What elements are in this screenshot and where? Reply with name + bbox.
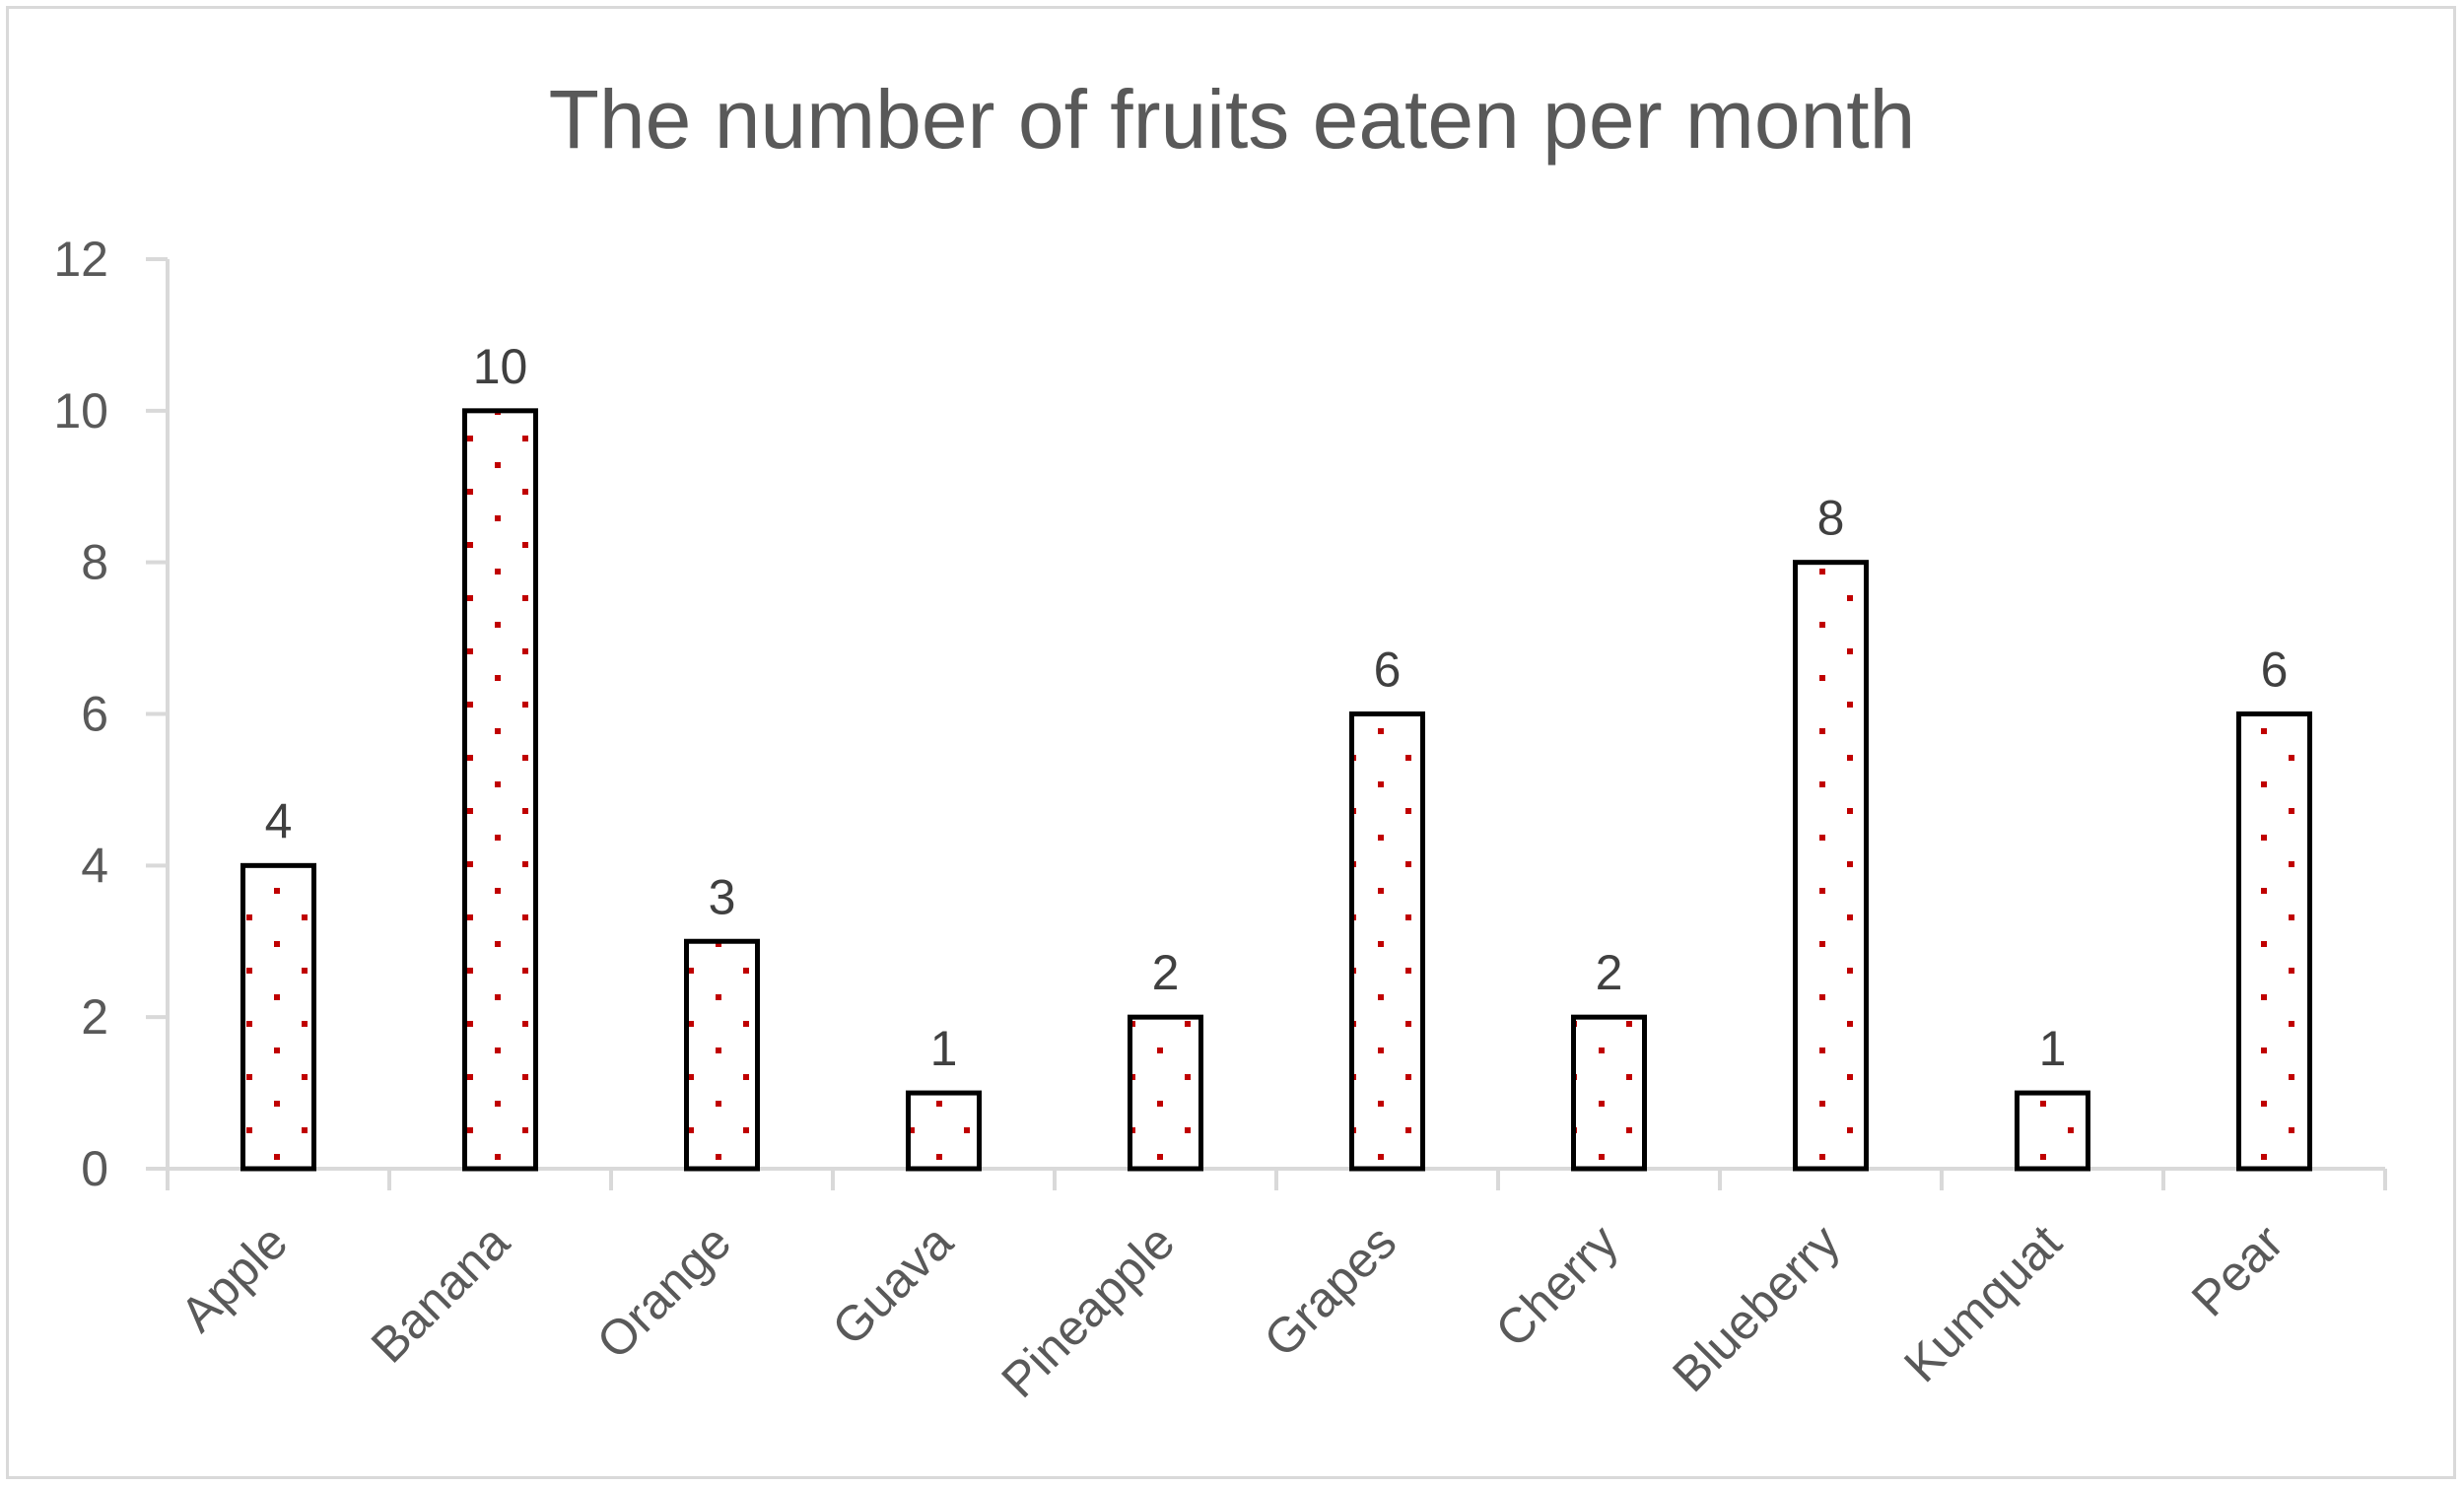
data-label: 2 [1596,945,1623,1000]
bar-pattern [2238,713,2310,1169]
bar-pattern [2017,1093,2088,1169]
x-tick-label: Blueberry [1662,1214,1850,1402]
y-tick-label: 6 [81,687,108,742]
bar-blueberry [1793,560,1869,1172]
x-tick-label: Banana [361,1214,520,1374]
y-tick-label: 12 [53,232,108,287]
data-labels: 4 10 3 1 2 6 2 8 1 6 [265,339,2289,1076]
bar-pattern [464,410,536,1169]
bar-pattern [1795,562,1867,1169]
x-tick-label: Cherry [1485,1214,1629,1358]
bars [240,408,2312,1172]
data-label: 10 [473,339,528,394]
bar-banana [462,408,538,1172]
x-tick-label: Pineapple [991,1214,1185,1408]
bar-kumquat [2015,1090,2090,1172]
bar-orange [684,938,760,1172]
data-label: 8 [1817,491,1845,546]
x-tick-label: Guava [822,1214,964,1356]
bar-pineapple [1128,1014,1203,1172]
y-axis: 0 2 4 6 8 10 12 [53,232,170,1196]
data-label: 1 [930,1021,958,1076]
y-tick-label: 10 [53,383,108,439]
chart-title: The number of fruits eaten per month [549,73,1916,166]
y-tick-label: 8 [81,535,108,590]
x-tick-label: Kumquat [1893,1214,2072,1392]
y-tick-label: 4 [81,838,108,893]
data-label: 4 [265,793,293,848]
y-tick-label: 0 [81,1141,108,1196]
bar-pattern [1573,1017,1645,1169]
x-tick-label: Orange [586,1214,742,1370]
category-labels: Apple Banana Orange Guava Pineapple Grapes Che… [170,1214,2293,1408]
data-label: 3 [709,869,736,924]
x-tick-label: Apple [170,1214,298,1342]
data-label: 6 [1374,642,1402,698]
data-label: 1 [2039,1021,2067,1076]
x-tick-label: Grapes [1254,1214,1407,1368]
y-tick-label: 2 [81,989,108,1045]
x-axis [166,1167,2387,1190]
bar-cherry [1571,1014,1647,1172]
bar-pear [2236,711,2312,1172]
bar-pattern [908,1093,980,1169]
data-label: 2 [1152,945,1180,1000]
data-label: 6 [2261,642,2289,698]
x-tick-label: Pear [2181,1214,2293,1326]
bar-pattern [242,865,314,1169]
bar-apple [240,862,316,1172]
bar-pattern [1129,1017,1201,1169]
bar-pattern [1351,713,1423,1169]
chart-frame [6,6,2456,1479]
bar-pattern [686,941,758,1169]
bar-grapes [1349,711,1425,1172]
bar-guava [906,1090,982,1172]
